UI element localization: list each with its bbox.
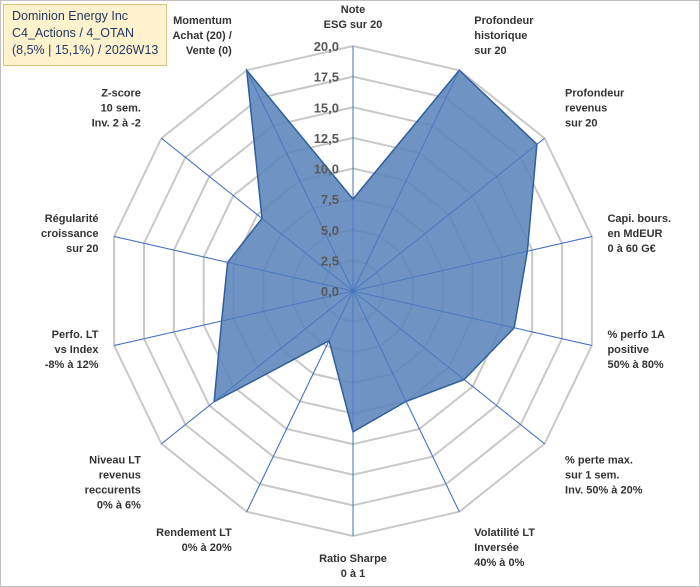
axis-label-line: ESG sur 20 [324,19,383,31]
axis-label-line: Profondeur [474,15,534,27]
axis-label-line: % perfo 1A [607,329,665,341]
axis-label-line: Régularité [45,213,99,225]
tick-label: 0,0 [321,284,339,299]
axis-labels: Note ESG sur 20 Profondeur historique sur 20… [41,4,671,580]
axis-spoke-overlay [352,70,460,292]
axis-label: Note ESG sur 20 [324,4,383,31]
tick-label: 2,5 [321,253,339,268]
axis-spoke-overlay [352,235,592,292]
axis-label-line: Ratio Sharpe [319,553,387,565]
axis-label-line: Niveau LT [89,455,141,467]
axis-label-line: positive [607,344,649,356]
axis-label: Profondeur historique sur 20 [474,15,534,57]
tick-label: 12,5 [314,131,339,146]
series-area [213,67,538,434]
axis-label: % perfo 1A positive 50% à 80% [607,329,665,371]
axis-label-line: croissance [41,228,98,240]
axis-spoke-overlay [352,290,545,445]
axis-label: Ratio Sharpe 0 à 1 [319,553,387,580]
axis-label-line: Inv. 50% à 20% [565,485,643,497]
axis-label: Rendement LT 0% à 20% [156,527,232,554]
axis-spoke-overlay [114,235,354,292]
tick-label: 10,0 [314,162,339,177]
axis-spoke-overlay [161,137,354,292]
axis-spoke-overlay [161,290,354,445]
axis-label-line: 40% à 0% [474,557,524,569]
axis-label-line: % perte max. [565,455,633,467]
axis-label: Momentum Achat (20) / Vente (0) [172,15,232,57]
axis-label: Perfo. LT vs Index -8% à 12% [45,329,100,371]
tick-label: 17,5 [314,70,339,85]
axis-label-line: Perfo. LT [52,329,99,341]
axis-label-line: Rendement LT [156,527,232,539]
axis-label-line: 0% à 20% [182,542,232,554]
axis-spoke-overlay [246,70,354,292]
axis-label: Z-score 10 sem. Inv. 2 à -2 [92,87,141,129]
axis-label-line: Capi. bours. [607,213,671,225]
axis-label-line: Z-score [101,87,141,99]
tick-label: 7,5 [321,192,339,207]
title-period: (8,5% | 15,1%) / 2026W13 [12,43,159,57]
axis-label-line: en MdEUR [607,228,662,240]
axis-label-line: 10 sem. [101,102,141,114]
tick-label: 5,0 [321,223,339,238]
axis-spoke-overlay [246,290,354,512]
axis-label-line: historique [474,30,527,42]
axis-label-line: 0 à 60 G€ [607,243,655,255]
tick-labels: 0,0 2,5 5,0 7,5 10,0 12,5 15,0 17,5 20,0 [314,39,339,299]
axis-label-line: sur 1 sem. [565,470,619,482]
axis-label: Niveau LT revenus reccurents 0% à 6% [85,455,142,512]
axis-label-line: 0% à 6% [97,500,141,512]
axis-label-line: Inv. 2 à -2 [92,117,141,129]
axis-label: % perte max. sur 1 sem. Inv. 50% à 20% [565,455,643,497]
axis-label: Capi. bours. en MdEUR 0 à 60 G€ [607,213,671,255]
axis-label-line: 50% à 80% [607,359,663,371]
tick-label: 20,0 [314,39,339,54]
title-company: Dominion Energy Inc [12,9,129,23]
series-layer [114,46,592,536]
axis-label-line: revenus [565,102,607,114]
axis-spoke-overlay [352,137,545,292]
title-category: C4_Actions / 4_OTAN [12,26,135,40]
tick-label: 15,0 [314,100,339,115]
axis-spoke-overlay [114,290,354,347]
axis-label-line: Achat (20) / [172,30,231,42]
axis-label-line: sur 20 [474,45,506,57]
axis-label-line: sur 20 [565,117,597,129]
axis-label: Volatilité LT Inversée 40% à 0% [474,527,535,569]
axis-label-line: sur 20 [66,243,98,255]
axis-label: Profondeur revenus sur 20 [565,87,625,129]
axis-label-line: Momentum [173,15,232,27]
axis-label-line: Vente (0) [186,45,232,57]
axis-label-line: vs Index [55,344,100,356]
axis-label-line: 0 à 1 [341,568,365,580]
axis-label-line: Note [341,4,365,16]
axis-label: Régularité croissance sur 20 [41,213,98,255]
axis-label-line: revenus [99,470,141,482]
axis-spoke-overlay [352,290,592,347]
axis-label-line: reccurents [85,485,141,497]
axis-spoke-overlay [352,290,460,512]
axis-label-line: -8% à 12% [45,359,99,371]
chart-title-box: Dominion Energy Inc C4_Actions / 4_OTAN … [3,4,167,66]
axis-label-line: Inversée [474,542,519,554]
axis-label-line: Volatilité LT [474,527,535,539]
axis-label-line: Profondeur [565,87,625,99]
